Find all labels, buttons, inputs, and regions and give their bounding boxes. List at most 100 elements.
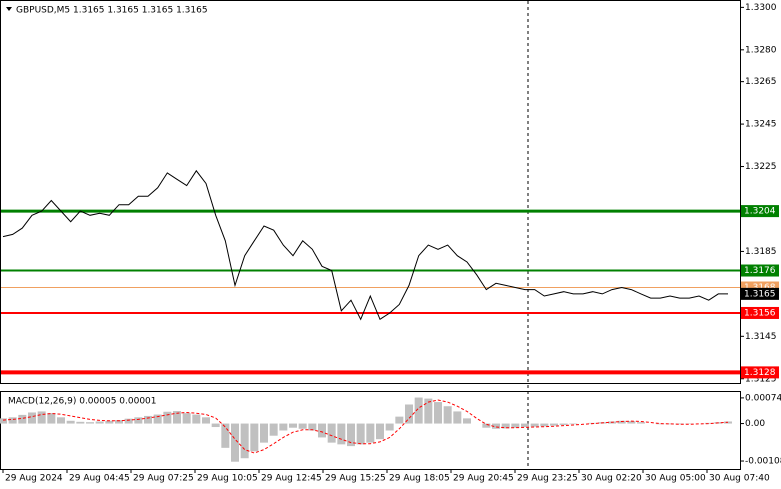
histogram-bar — [57, 417, 65, 424]
current-price: 1.3165 — [744, 289, 776, 299]
y-tick-label: 0.00 — [745, 419, 765, 429]
histogram-bar — [385, 423, 394, 431]
level-label-bg — [741, 264, 779, 277]
histogram-bar — [8, 417, 17, 424]
x-tick-label: 29 Aug 07:25 — [133, 474, 194, 484]
current-price-bg — [741, 287, 779, 300]
histogram-bar — [501, 423, 510, 429]
histogram-bar — [443, 406, 452, 424]
histogram-bar — [28, 412, 36, 424]
x-tick-label: 29 Aug 2024 — [5, 474, 63, 484]
x-tick-label: 29 Aug 04:45 — [69, 474, 130, 484]
level-label: 1.3128 — [744, 368, 776, 378]
level-label-bg — [741, 306, 779, 319]
histogram-bar — [521, 423, 529, 428]
histogram-bar — [221, 423, 230, 448]
histogram-bar — [617, 420, 626, 424]
histogram-bar — [395, 416, 404, 424]
signal-line — [2, 399, 729, 454]
x-tick-label: 29 Aug 15:25 — [325, 474, 386, 484]
histogram-bar — [405, 404, 413, 424]
histogram-bar — [269, 423, 278, 436]
x-tick-label: 30 Aug 02:20 — [581, 474, 642, 484]
histogram-bar — [86, 422, 94, 424]
histogram-bar — [115, 420, 123, 424]
dropdown-icon — [6, 7, 12, 11]
level-label: 1.3156 — [744, 308, 776, 318]
histogram-bar — [134, 417, 143, 424]
level-label: 1.3176 — [744, 266, 776, 276]
macd-frame — [0, 391, 741, 470]
histogram-bar — [327, 423, 336, 443]
histogram-bar — [192, 414, 201, 424]
chart-title: GBPUSD,M5 1.3165 1.3165 1.3165 1.3165 — [16, 6, 208, 16]
histogram-bar — [37, 411, 46, 424]
histogram-bar — [144, 415, 152, 424]
y-tick-label: 1.3265 — [745, 77, 777, 87]
y-tick-label: 0.00074 — [745, 393, 781, 403]
x-tick-label: 29 Aug 20:45 — [453, 474, 514, 484]
histogram-bar — [337, 423, 346, 445]
histogram-bar — [250, 423, 259, 452]
histogram-bar — [202, 417, 210, 424]
price-line — [2, 169, 728, 321]
histogram-bar — [47, 413, 56, 424]
histogram-bar — [95, 421, 104, 424]
histogram-bar — [627, 421, 636, 424]
histogram-bar — [173, 411, 181, 424]
histogram-bar — [308, 423, 317, 431]
level-label: 1.3204 — [744, 207, 776, 217]
y-tick-label: 1.3225 — [745, 162, 777, 172]
histogram-bar — [675, 423, 684, 425]
histogram-bar — [569, 423, 578, 425]
histogram-bar — [153, 414, 162, 424]
histogram-bar — [182, 413, 191, 424]
histogram-bar — [347, 423, 355, 447]
histogram-bar — [289, 423, 297, 428]
histogram-bar — [550, 423, 558, 426]
x-tick-label: 29 Aug 12:45 — [261, 474, 322, 484]
histogram-bar — [356, 423, 365, 445]
x-tick-label: 29 Aug 23:25 — [517, 474, 578, 484]
histogram-bar — [559, 423, 568, 425]
histogram-bar — [453, 411, 462, 424]
histogram-bar — [666, 423, 674, 425]
x-tick-label: 29 Aug 18:05 — [389, 474, 450, 484]
macd-title: MACD(12,26,9) 0.00005 0.00001 — [8, 397, 157, 407]
histogram-bar — [366, 423, 375, 443]
y-tick-label: 1.3245 — [745, 120, 777, 130]
histogram-bar — [414, 397, 423, 424]
histogram-bar — [260, 423, 268, 443]
histogram-bar — [231, 423, 239, 462]
x-tick-label: 30 Aug 07:40 — [709, 474, 770, 484]
histogram-bar — [318, 423, 326, 438]
histogram-bar — [124, 418, 133, 424]
price-frame — [0, 0, 741, 384]
histogram-bar — [376, 423, 384, 440]
level-label-bg — [741, 366, 779, 379]
histogram-bar — [530, 423, 539, 427]
histogram-bar — [298, 423, 307, 429]
y-tick-label: 1.3300 — [745, 3, 777, 13]
histogram-bar — [656, 423, 665, 425]
histogram-bar — [492, 423, 500, 429]
histogram-bar — [18, 414, 27, 424]
y-tick-label: 1.3145 — [745, 332, 777, 342]
y-tick-label: 1.3185 — [745, 247, 777, 257]
histogram-bar — [540, 423, 549, 427]
y-tick-label: 1.3125 — [745, 374, 777, 384]
y-tick-label: -0.00108 — [745, 457, 781, 467]
histogram-bar — [76, 421, 85, 424]
histogram-bar — [105, 420, 114, 424]
level-label-bg — [741, 205, 779, 218]
histogram-bar — [240, 423, 249, 459]
histogram-bar — [463, 418, 471, 424]
histogram-bar — [0, 418, 7, 424]
histogram-bar — [482, 423, 491, 428]
histogram-bar — [637, 422, 645, 424]
histogram-bar — [279, 423, 288, 431]
x-tick-label: 30 Aug 05:00 — [645, 474, 706, 484]
x-tick-label: 29 Aug 10:05 — [197, 474, 258, 484]
histogram-bar — [511, 423, 520, 428]
